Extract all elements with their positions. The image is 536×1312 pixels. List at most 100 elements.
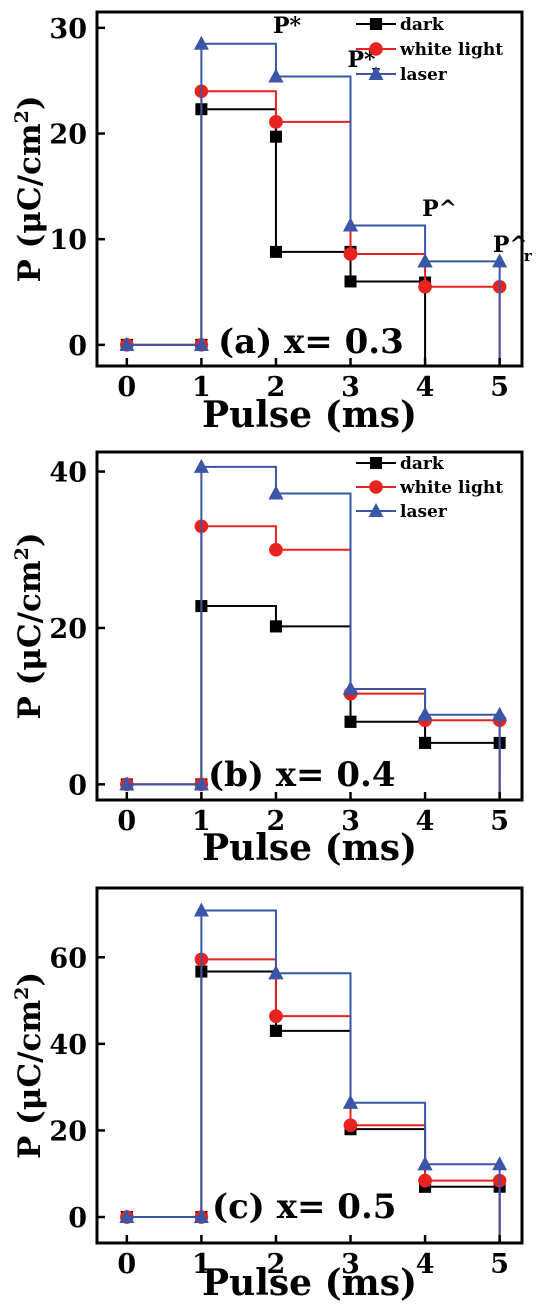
y-axis-label-sup: 2 bbox=[11, 547, 33, 560]
series-laser bbox=[119, 458, 508, 800]
y-tick-label: 0 bbox=[68, 770, 87, 801]
data-point bbox=[343, 247, 358, 261]
data-point bbox=[344, 715, 357, 728]
y-axis-label-main: P (μC/cm bbox=[12, 1000, 48, 1159]
data-point bbox=[269, 542, 283, 557]
series-laser bbox=[119, 902, 508, 1243]
annotation-main: P^ bbox=[422, 196, 457, 222]
data-point bbox=[492, 706, 508, 721]
data-point bbox=[418, 279, 432, 294]
y-tick-label: 40 bbox=[49, 458, 87, 489]
legend-marker bbox=[370, 457, 382, 469]
y-tick-label: 0 bbox=[68, 331, 87, 362]
annotation-main: P^ bbox=[493, 232, 528, 258]
y-tick-label: 30 bbox=[49, 14, 87, 45]
x-tick-label: 0 bbox=[117, 372, 136, 403]
data-point bbox=[343, 1118, 358, 1133]
legend-label: laser bbox=[400, 65, 448, 85]
x-tick-label: 4 bbox=[416, 806, 435, 837]
x-tick-label: 3 bbox=[341, 806, 360, 837]
data-point bbox=[119, 776, 135, 791]
data-point bbox=[492, 1156, 508, 1171]
annotation-main: P* bbox=[273, 13, 302, 39]
data-point bbox=[343, 217, 359, 232]
y-tick-label: 20 bbox=[49, 1116, 87, 1147]
data-point bbox=[269, 1009, 283, 1023]
data-point bbox=[119, 336, 135, 351]
legend-item: white light bbox=[356, 478, 503, 498]
legend-label: white light bbox=[399, 40, 503, 60]
data-point bbox=[418, 1173, 432, 1188]
panel-label: (a) x= 0.3 bbox=[218, 322, 404, 362]
y-axis-label-main: P (μC/cm bbox=[12, 560, 48, 719]
axes-frame bbox=[95, 886, 524, 1245]
data-point bbox=[269, 245, 282, 258]
y-axis-label-sup: 2 bbox=[11, 987, 33, 1000]
data-point bbox=[269, 115, 283, 129]
legend: dark white light laser bbox=[356, 454, 503, 522]
series-line bbox=[126, 909, 501, 1243]
data-point bbox=[193, 336, 209, 351]
legend-marker bbox=[369, 480, 383, 494]
data-point bbox=[344, 275, 357, 288]
y-axis-label: P (μC/cm2) bbox=[11, 972, 48, 1159]
y-tick-label: 20 bbox=[49, 614, 87, 645]
y-tick-label: 20 bbox=[49, 120, 87, 151]
series-laser bbox=[119, 35, 508, 366]
series-line bbox=[126, 42, 501, 366]
data-point bbox=[119, 1209, 135, 1224]
x-tick-label: 3 bbox=[341, 372, 360, 403]
data-point bbox=[417, 1156, 433, 1171]
panel-label: (c) x= 0.5 bbox=[212, 1187, 396, 1227]
y-axis-label-main: P (μC/cm bbox=[12, 123, 48, 282]
data-point bbox=[193, 35, 209, 50]
x-tick-label: 2 bbox=[267, 372, 286, 403]
data-point bbox=[417, 253, 433, 268]
x-tick-label: 1 bbox=[192, 806, 211, 837]
legend-marker bbox=[368, 66, 384, 80]
x-tick-label: 5 bbox=[490, 1249, 509, 1280]
annotation: P^ bbox=[422, 196, 457, 222]
x-tick-label: 4 bbox=[416, 1249, 435, 1280]
x-tick-label: 2 bbox=[267, 1249, 286, 1280]
data-point bbox=[193, 458, 209, 473]
y-tick-label: 40 bbox=[49, 1030, 87, 1061]
legend-label: laser bbox=[400, 502, 448, 522]
y-axis-label-tail: ) bbox=[12, 95, 48, 110]
y-axis-label: P (μC/cm2) bbox=[11, 95, 48, 282]
legend-item: laser bbox=[356, 65, 448, 85]
legend-item: white light bbox=[356, 40, 503, 60]
series-line bbox=[126, 465, 501, 800]
axes-frame bbox=[95, 10, 524, 368]
x-tick-label: 0 bbox=[117, 806, 136, 837]
x-tick-label: 1 bbox=[192, 372, 211, 403]
data-point bbox=[268, 485, 284, 500]
annotation: P^r bbox=[493, 232, 533, 265]
data-point bbox=[268, 68, 284, 83]
x-tick-label: 2 bbox=[267, 806, 286, 837]
x-tick-label: 5 bbox=[490, 806, 509, 837]
data-point bbox=[343, 1094, 359, 1109]
y-tick-label: 10 bbox=[49, 225, 87, 256]
y-axis-label: P (μC/cm2) bbox=[11, 532, 48, 719]
legend-marker bbox=[369, 42, 383, 56]
x-axis-label: Pulse (ms) bbox=[202, 394, 417, 436]
data-point bbox=[343, 680, 359, 695]
data-point bbox=[193, 1209, 209, 1224]
data-point bbox=[268, 965, 284, 980]
legend-marker bbox=[370, 18, 382, 30]
legend-item: laser bbox=[356, 502, 448, 522]
data-point bbox=[492, 253, 508, 268]
data-point bbox=[193, 776, 209, 791]
legend-marker bbox=[368, 503, 384, 517]
data-point bbox=[193, 902, 209, 917]
axes-frame bbox=[95, 450, 524, 802]
y-axis-label-tail: ) bbox=[12, 972, 48, 987]
panel-label: (b) x= 0.4 bbox=[208, 755, 396, 795]
data-point bbox=[269, 130, 282, 143]
legend-label: dark bbox=[400, 15, 445, 35]
legend-item: dark bbox=[356, 454, 445, 474]
